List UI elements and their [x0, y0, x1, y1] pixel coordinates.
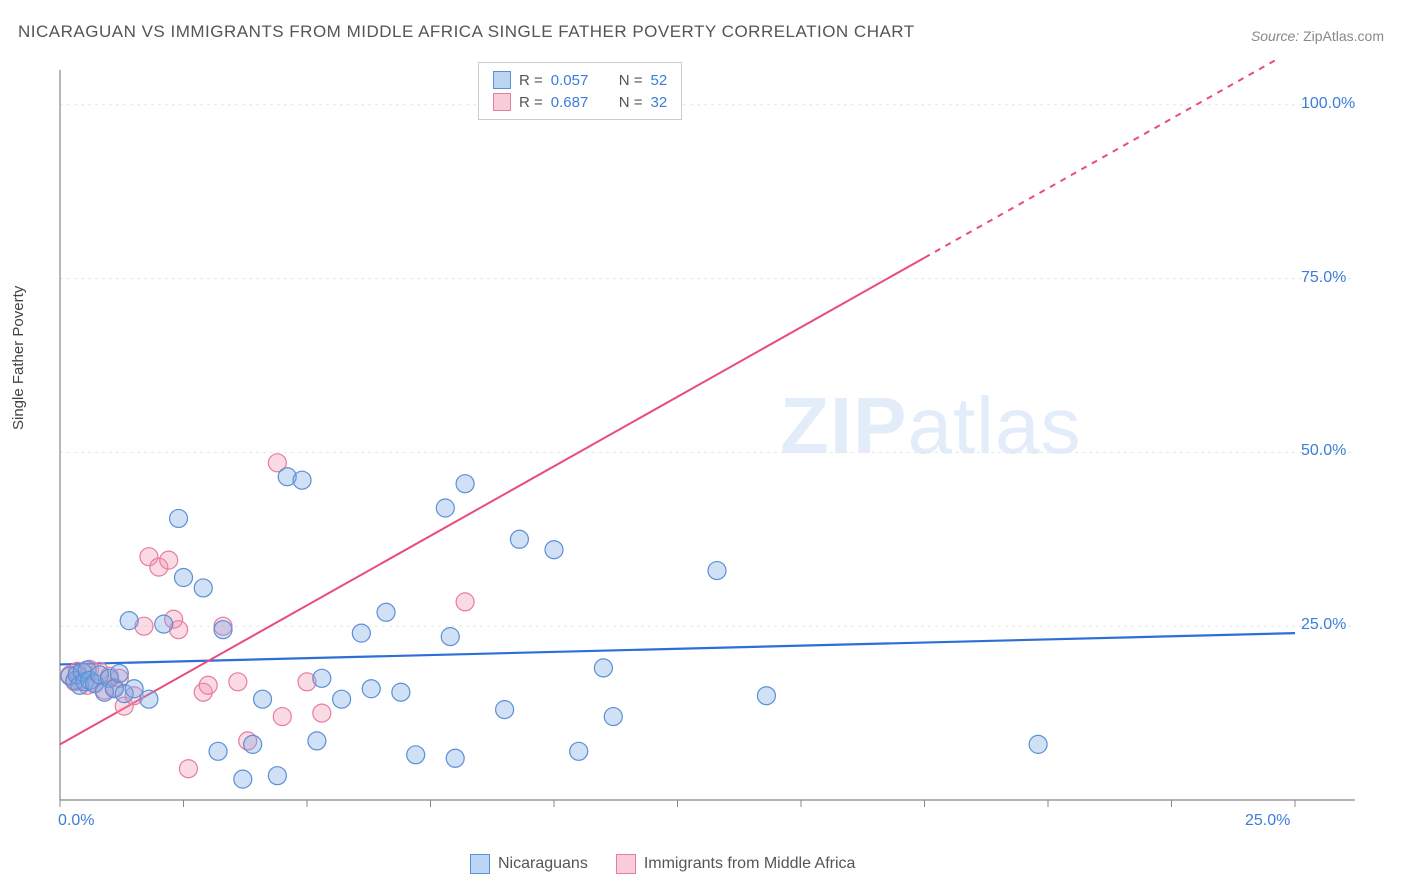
correlation-legend: R = 0.057 N = 52 R = 0.687 N = 32: [478, 62, 682, 120]
y-tick-label: 50.0%: [1301, 442, 1346, 460]
source-attribution: Source: ZipAtlas.com: [1251, 28, 1384, 44]
x-tick-label: 0.0%: [58, 812, 94, 830]
y-tick-label: 75.0%: [1301, 269, 1346, 287]
y-tick-label: 100.0%: [1301, 95, 1355, 113]
r-label: R =: [519, 72, 543, 89]
y-tick-label: 25.0%: [1301, 616, 1346, 634]
legend-label-nicaraguans: Nicaraguans: [498, 855, 588, 873]
scatter-chart: [55, 60, 1355, 830]
swatch-nicaraguans: [493, 71, 511, 89]
y-axis-label: Single Father Poverty: [10, 286, 27, 430]
n-value-nicaraguans: 52: [651, 72, 668, 89]
source-label: Source:: [1251, 28, 1299, 44]
legend-item-nicaraguans: Nicaraguans: [470, 854, 588, 874]
chart-title: NICARAGUAN VS IMMIGRANTS FROM MIDDLE AFR…: [18, 22, 915, 42]
r-value-middle-africa: 0.687: [551, 94, 601, 111]
series-legend: Nicaraguans Immigrants from Middle Afric…: [470, 854, 855, 874]
x-tick-label: 25.0%: [1245, 812, 1290, 830]
n-label: N =: [619, 94, 643, 111]
legend-item-middle-africa: Immigrants from Middle Africa: [616, 854, 856, 874]
n-value-middle-africa: 32: [651, 94, 668, 111]
source-value: ZipAtlas.com: [1303, 28, 1384, 44]
legend-row-nicaraguans: R = 0.057 N = 52: [493, 69, 667, 91]
n-label: N =: [619, 72, 643, 89]
swatch-middle-africa: [493, 93, 511, 111]
legend-row-middle-africa: R = 0.687 N = 32: [493, 91, 667, 113]
r-value-nicaraguans: 0.057: [551, 72, 601, 89]
legend-label-middle-africa: Immigrants from Middle Africa: [644, 855, 856, 873]
swatch-middle-africa: [616, 854, 636, 874]
swatch-nicaraguans: [470, 854, 490, 874]
r-label: R =: [519, 94, 543, 111]
